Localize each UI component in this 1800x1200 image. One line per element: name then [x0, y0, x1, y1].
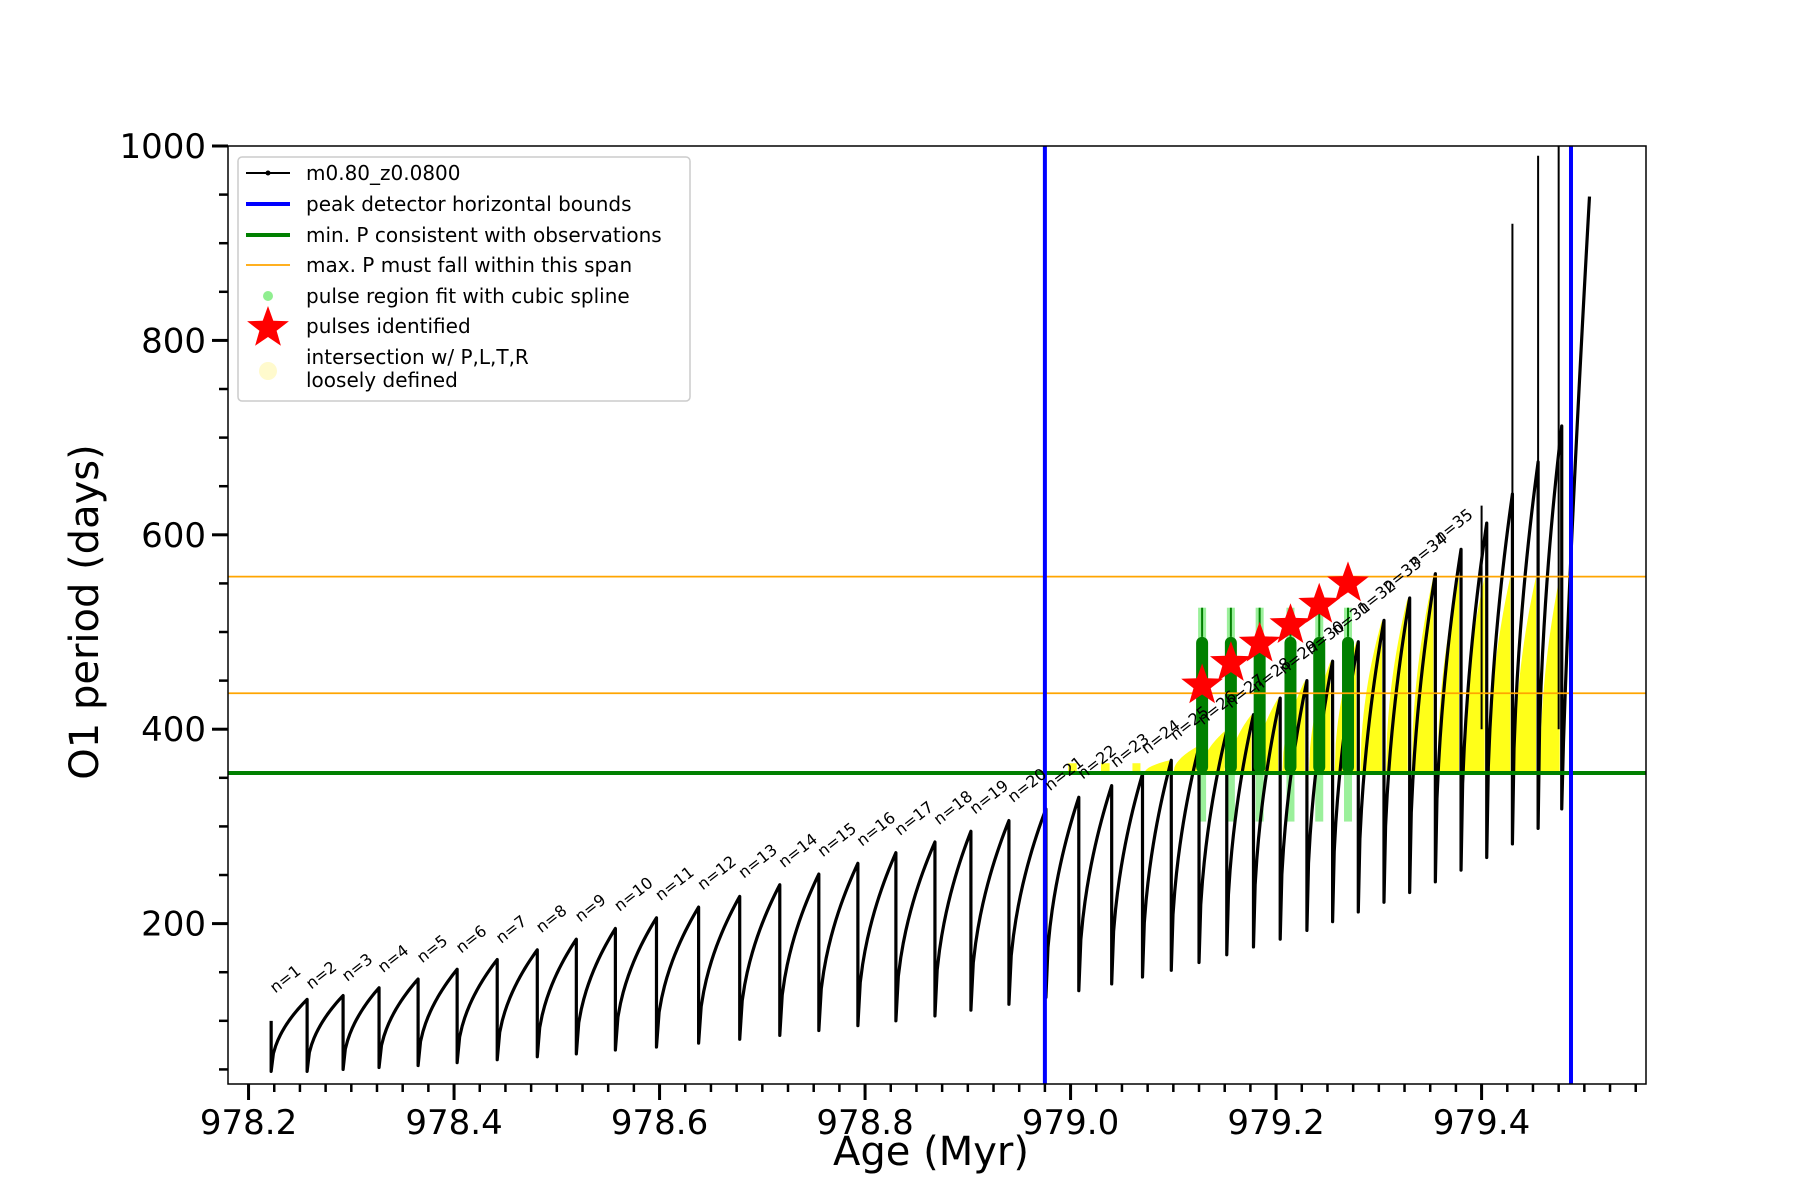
yellow-region — [1068, 763, 1077, 773]
yellow-region — [1132, 763, 1141, 773]
y-tick-label: 1000 — [119, 127, 206, 167]
axes: 978.2 978.4 978.6 978.8 979.0 979.2 979.4 200 40… — [119, 127, 1647, 1143]
pulse-label: n=16 — [853, 808, 899, 850]
legend-label: intersection w/ P,L,T,R — [306, 345, 529, 369]
yellow-region — [1463, 576, 1485, 773]
x-tick-label: 978.6 — [611, 1103, 708, 1143]
pulse-label: n=2 — [302, 957, 340, 993]
legend-label: peak detector horizontal bounds — [306, 192, 632, 216]
legend-label: pulse region fit with cubic spline — [306, 284, 630, 308]
pulse-label: n=5 — [413, 931, 451, 967]
pulse-label: n=6 — [452, 921, 490, 957]
x-tick-label: 979.4 — [1433, 1103, 1530, 1143]
yellow-region — [1100, 763, 1110, 773]
y-tick-label: 400 — [141, 710, 206, 750]
pulse-label: n=10 — [610, 873, 656, 915]
pulse-label: n=8 — [532, 901, 570, 937]
pulse-bar — [1253, 636, 1266, 773]
pulse-label: n=19 — [966, 776, 1012, 818]
pulse-label: n=7 — [492, 911, 530, 947]
legend-marker — [263, 291, 273, 301]
pulse-bar — [1196, 636, 1209, 773]
legend-label: max. P must fall within this span — [306, 253, 632, 277]
pulse-label: n=14 — [775, 829, 821, 871]
yellow-region — [1514, 576, 1537, 773]
y-tick-label: 200 — [141, 905, 206, 945]
yellow-region — [1144, 760, 1170, 773]
yellow-region — [1437, 576, 1459, 773]
legend-marker-dot — [265, 170, 271, 176]
pulse-label: n=35 — [1430, 505, 1476, 547]
pulse-star — [1298, 582, 1341, 623]
yellow-region — [1540, 576, 1560, 773]
y-tick-label: 600 — [141, 516, 206, 556]
pulse-label: n=17 — [891, 797, 937, 839]
legend-label: pulses identified — [306, 314, 471, 338]
x-tick-label: 978.4 — [405, 1103, 502, 1143]
legend-box — [237, 156, 691, 402]
pulse-star — [1269, 603, 1312, 643]
pulse-label: n=1 — [266, 961, 304, 997]
x-tick-label: 978.8 — [816, 1103, 913, 1143]
legend-marker — [259, 362, 277, 380]
pulse-label: n=11 — [651, 862, 697, 904]
x-tick-label: 978.2 — [200, 1103, 297, 1143]
yellow-region — [1173, 746, 1197, 773]
plot-frame — [227, 145, 1647, 1085]
pulse-star — [1327, 561, 1369, 602]
y-axis-title: O1 period (days) — [62, 444, 108, 779]
pulse-label: n=12 — [693, 852, 739, 894]
x-axis-title: Age (Myr) — [833, 1129, 1029, 1175]
pulse-bar — [1342, 636, 1355, 773]
pulse-label: n=15 — [814, 819, 860, 861]
pulse-label: n=9 — [571, 890, 609, 926]
legend-label: min. P consistent with observations — [306, 223, 662, 247]
pulse-star — [1210, 641, 1252, 681]
pulse-bar — [1284, 636, 1297, 773]
pulse-label: n=3 — [338, 949, 376, 985]
pulse-star — [1238, 621, 1281, 662]
x-tick-label: 979.0 — [1022, 1103, 1119, 1143]
pulse-bar — [1313, 636, 1326, 773]
pulse-label: n=4 — [374, 941, 412, 977]
y-tick-label: 800 — [141, 321, 206, 361]
yellow-region — [1488, 576, 1511, 773]
legend-label-line2: loosely defined — [306, 368, 458, 392]
legend-marker — [247, 306, 289, 346]
legend-label: m0.80_z0.0800 — [306, 161, 461, 185]
x-tick-label: 979.2 — [1227, 1103, 1324, 1143]
pulse-star — [1181, 663, 1223, 704]
pulse-label: n=13 — [735, 840, 781, 882]
